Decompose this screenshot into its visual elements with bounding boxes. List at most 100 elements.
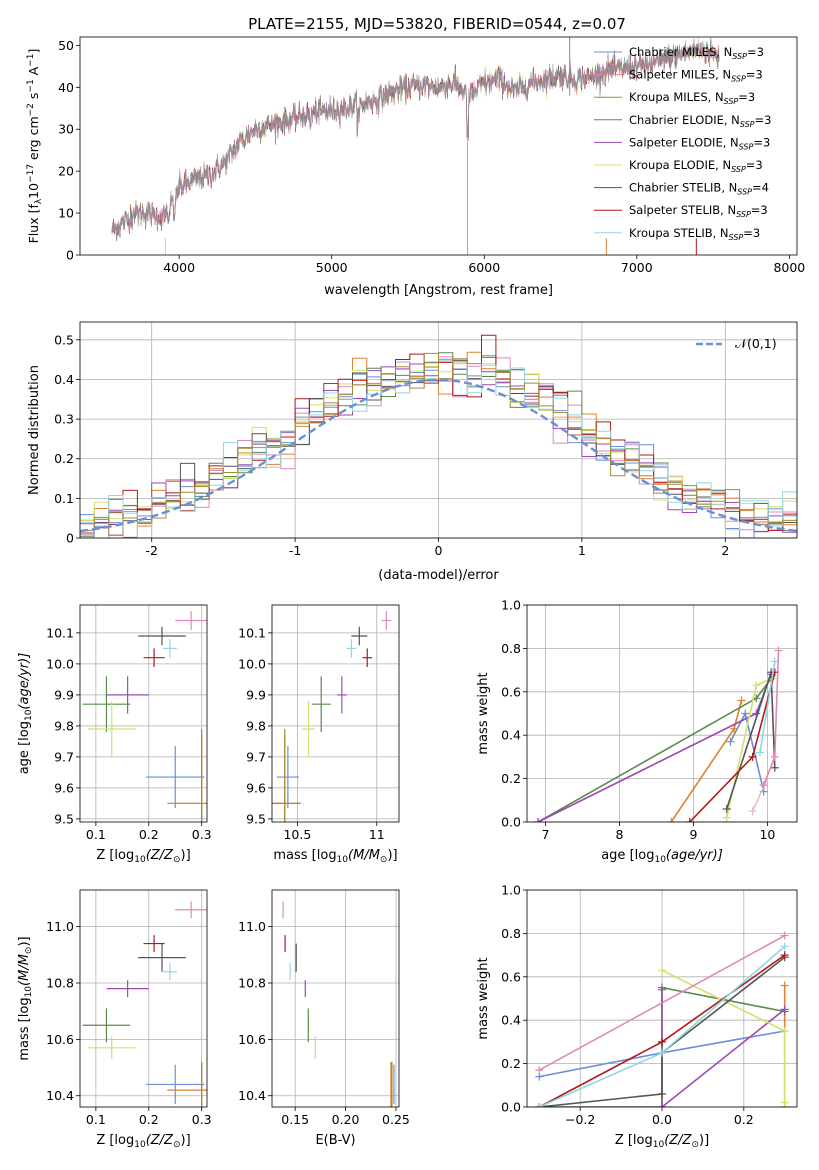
weight_vs_Z-marker-1-1 (780, 981, 789, 990)
spectrum-ylabel-part-1: λ (34, 198, 44, 204)
spectrum-ytick-label-0: 0 (66, 248, 74, 263)
residuals-ytick-label-3: 0.3 (54, 412, 74, 427)
weight_vs_age-xlabel-sub: 10 (654, 855, 666, 865)
spectrum-legend-sub-7: SSP (736, 210, 751, 219)
age_vs_Z-point-5 (87, 701, 136, 757)
mass_vs_EBV-ytick-label-2: 10.8 (238, 976, 266, 991)
spectrum-legend-sub-6: SSP (737, 188, 752, 197)
age_vs_Z-xtick-label-1: 0.2 (139, 827, 159, 842)
spectrum-legend-sub-8: SSP (729, 233, 744, 242)
spectrum-legend-base-5: Kroupa ELODIE, N (629, 158, 731, 172)
age_vs_mass-point-7 (362, 648, 373, 667)
weight_vs_Z-series-3 (661, 989, 786, 1107)
weight_vs_age-marker-1-0 (667, 818, 676, 822)
age_vs_Z-point-7 (143, 648, 165, 667)
age_vs_Z-xlabel-tail: (Z/Z (146, 848, 174, 863)
residuals-xtick-label-2: 0 (435, 543, 443, 558)
spectrum-xtick-label-2: 6000 (468, 260, 500, 275)
age_vs_mass-point-4 (337, 676, 347, 714)
mass_vs_EBV-ytick-label-3: 11.0 (238, 919, 266, 934)
weight_vs_Z-ytick-label-1: 0.2 (501, 1056, 521, 1071)
spectrum-ylabel-part-0: Flux [f (26, 204, 41, 244)
residuals-ytick-label-5: 0.5 (54, 332, 74, 347)
spectrum-ytick-label-4: 40 (58, 80, 74, 95)
weight_vs_age-marker-2-0 (748, 807, 757, 816)
spectrum-legend-tail-7: =3 (751, 203, 768, 217)
spectrum-legend-sub-0: SSP (732, 52, 747, 61)
spectrum-axes: 4000 5000 6000 7000 8000 0 10 20 30 40 50 wavelengt… (26, 36, 805, 298)
weight_vs_age-marker-9-0 (759, 781, 768, 790)
mass_vs_Z-ylabel-tail: (M/M (17, 954, 32, 986)
weight_vs_age-ylabel: mass weight (476, 672, 491, 754)
spectrum-legend-sub-2: SSP (724, 97, 739, 106)
mass_vs_Z-ylabel-main: mass [log (17, 997, 32, 1060)
spectrum-legend-tail-2: =3 (738, 90, 755, 104)
spectrum-ytick-label-3: 30 (58, 122, 74, 137)
spectrum-legend-label-2: Kroupa MILES, NSSP=3 (629, 90, 755, 106)
age_vs_Z-point-6 (138, 626, 186, 646)
mass_vs_EBV-xtick-label-1: 0.20 (332, 1112, 360, 1127)
spectrum-legend-label-6: Chabrier STELIB, NSSP=4 (629, 181, 769, 197)
mass_vs_EBV-plot-area (282, 901, 395, 1107)
mass_vs_Z-ylabel: mass [log10(M/M⊙)] (17, 936, 34, 1060)
spectrum-legend-label-7: Salpeter STELIB, NSSP=3 (629, 203, 768, 219)
mass_vs_Z-ylabel-sub: 10 (24, 986, 34, 998)
residuals-ytick-label-2: 0.2 (54, 451, 74, 466)
spectrum-line-9 (111, 38, 720, 239)
age_vs_mass-xtick-label-0: 10.5 (283, 827, 311, 842)
mass_vs_Z-xlabel: Z [log10(Z/Z⊙)] (96, 1133, 190, 1150)
spectrum-xlabel: wavelength [Angstrom, rest frame] (324, 283, 553, 298)
age_vs_mass-axes: 10.5 11 9.5 9.6 9.7 9.8 9.9 10.0 10.1 mass [log10… (238, 604, 400, 865)
weight_vs_Z-xlabel-main: Z [log (615, 1133, 653, 1148)
weight_vs_age-plot-area (534, 646, 783, 822)
mass_vs_Z-point-8 (163, 963, 177, 981)
weight_vs_Z-xlabel-end: )] (699, 1133, 709, 1148)
age_vs_mass-xlabel: mass [log10(M/M⊙)] (273, 848, 397, 865)
weight_vs_Z-xlabel-solar: ⊙ (691, 1140, 699, 1150)
mass_vs_Z-point-4 (106, 980, 149, 998)
mass_vs_Z-point-7 (143, 935, 165, 952)
spectrum-ylabel-part-3: −17 (26, 164, 36, 183)
spectrum-legend-label-3: Chabrier ELODIE, NSSP=3 (629, 113, 771, 129)
mass_vs_EBV-ytick-label-0: 10.4 (238, 1088, 266, 1103)
weight_vs_Z-frame (526, 889, 798, 1108)
age_vs_mass-point-2 (272, 729, 301, 822)
spectrum-xtick-label-0: 4000 (163, 260, 195, 275)
residuals-axes: -2 -1 0 1 2 0 0.1 0.2 0.3 0.4 0.5 (data-model)/erro… (27, 321, 798, 583)
age_vs_Z-point-0 (146, 746, 205, 809)
mass_vs_Z-point-9 (175, 901, 207, 919)
age_vs_Z-xtick-label-2: 0.3 (192, 827, 212, 842)
age_vs_mass-xlabel-main: mass [log (273, 848, 336, 863)
residuals-xtick-label-0: -2 (145, 543, 157, 558)
residuals-legend-label: 𝒩(0,1) (735, 336, 777, 351)
weight_vs_Z-marker-4-2 (780, 1098, 789, 1107)
age_vs_Z-xlabel-solar: ⊙ (173, 855, 181, 865)
weight_vs_age-marker-9-2 (774, 646, 783, 655)
mass_vs_Z-xlabel-solar: ⊙ (173, 1140, 181, 1150)
mass_vs_Z-xlabel-tail: (Z/Z (146, 1133, 174, 1148)
mass_vs_Z-xtick-label-2: 0.3 (192, 1112, 212, 1127)
weight_vs_age-marker-5-1 (752, 681, 761, 690)
spectrum-ylabel: Flux [fλ10−17 erg cm−2 s−1 A−1] (26, 49, 44, 244)
spectrum-xtick-label-1: 5000 (316, 260, 348, 275)
weight_vs_Z-marker-7-0 (535, 1103, 544, 1107)
spectrum-legend-base-0: Chabrier MILES, N (629, 45, 732, 59)
age_vs_mass-frame (271, 604, 400, 823)
age_vs_mass-plot-area (272, 611, 392, 822)
weight_vs_Z-axes: −0.2 0.0 0.2 0.0 0.2 0.4 0.6 0.8 1.0 Z [log10(Z/Z… (476, 883, 798, 1150)
age_vs_mass-ytick-label-0: 9.5 (246, 811, 266, 826)
mass_vs_Z-point-3 (82, 1008, 131, 1043)
age_vs_Z-ytick-label-5: 10.0 (46, 656, 74, 671)
spectrum-legend-tail-5: =3 (746, 158, 763, 172)
age_vs_Z-ylabel-tail: (age/yr)] (17, 653, 32, 710)
spectrum-legend-label-5: Kroupa ELODIE, NSSP=3 (629, 158, 763, 174)
age_vs_Z-frame (79, 604, 208, 823)
spectrum-legend-sub-3: SSP (740, 120, 755, 129)
spectrum-legend-tail-8: =3 (743, 226, 760, 240)
mass_vs_Z-ylabel-end: )] (17, 936, 32, 946)
age_vs_mass-point-6 (351, 626, 368, 646)
spectrum-legend-label-1: Salpeter MILES, NSSP=3 (629, 68, 763, 84)
weight_vs_age-marker-6-0 (722, 804, 731, 813)
age_vs_mass-point-9 (381, 611, 392, 630)
